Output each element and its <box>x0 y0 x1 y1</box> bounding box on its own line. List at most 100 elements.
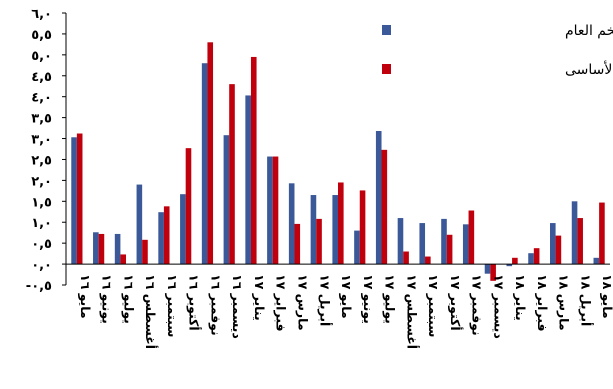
x-tick-label-23: مارس ١٨ <box>557 274 572 331</box>
y-tick-label-14: ٦,٠ <box>31 7 52 22</box>
bar-s2-16 <box>403 251 409 265</box>
bar-s2-18 <box>446 234 453 265</box>
legend: معدل التضخم العام معدل التضخم الأساسى <box>382 23 613 78</box>
bars-group <box>71 42 605 281</box>
bar-s2-5 <box>163 206 170 265</box>
x-tick-label-14: يونيو ١٧ <box>361 274 376 324</box>
bar-s2-22 <box>533 248 540 265</box>
bar-s1-13 <box>332 195 338 265</box>
bar-s1-14 <box>354 230 360 265</box>
bar-s2-7 <box>207 42 214 265</box>
bar-s1-23 <box>550 223 556 265</box>
x-tick-label-7: نوفمبر ١٦ <box>208 274 223 336</box>
x-tick-label-6: أكتوبر ١٦ <box>187 274 203 331</box>
bar-s1-21 <box>506 264 513 267</box>
legend-label-1: معدل التضخم العام <box>565 23 613 39</box>
legend-label-2: معدل التضخم الأساسى <box>565 60 613 78</box>
x-tick-label-13: مايو ١٧ <box>339 274 354 319</box>
y-tick-label-9: ٣,٥ <box>31 112 52 127</box>
bar-s2-21 <box>512 257 518 265</box>
x-tick-label-10: فبراير ١٧ <box>274 274 289 331</box>
x-tick-label-1: مايو ١٦ <box>78 274 93 319</box>
bar-s1-3 <box>114 233 121 265</box>
y-tick-label-6: ٢,٠ <box>31 174 52 189</box>
x-tick-label-20: ديسمبر ١٧ <box>491 274 506 339</box>
bar-s2-20 <box>490 264 496 281</box>
bar-s2-25 <box>599 202 605 265</box>
bar-s2-6 <box>185 148 192 265</box>
legend-swatch-1 <box>382 25 391 35</box>
bar-s2-23 <box>555 235 562 265</box>
bar-s1-24 <box>571 201 578 265</box>
y-tick-labels: -٠,٥ ٠,٠ ٠,٥ ١,٠ ١,٥ ٢,٠ ٢,٥ ٣,٠ ٣,٥ ٤,٠ ٤,٥ ٥,٠ ٥,٥… <box>26 7 52 294</box>
bar-s1-4 <box>136 184 143 265</box>
y-tick-label-5: ١,٥ <box>31 195 52 210</box>
x-tick-label-15: يوليو ١٧ <box>383 274 398 324</box>
bar-s2-1 <box>76 133 83 265</box>
x-tick-label-5: سبتمبر ١٦ <box>165 274 180 337</box>
bar-s2-3 <box>120 254 126 265</box>
x-tick-label-18: أكتوبر ١٧ <box>448 274 464 331</box>
x-tick-label-11: مارس ١٧ <box>295 274 310 331</box>
bar-s1-6 <box>180 194 186 265</box>
axes-group <box>62 12 610 286</box>
bar-s2-9 <box>250 56 257 265</box>
x-tick-label-24: أبريل ١٨ <box>578 274 594 326</box>
x-tick-label-19: نوفمبر ١٧ <box>470 274 485 336</box>
x-tick-label-21: يناير ١٨ <box>513 274 528 321</box>
bar-s1-22 <box>528 253 534 265</box>
y-tick-label-8: ٣,٠ <box>31 133 52 148</box>
bar-s1-15 <box>375 131 382 265</box>
x-tick-label-8: ديسمبر ١٦ <box>230 274 245 339</box>
bar-s1-11 <box>288 183 295 265</box>
bar-s1-9 <box>245 95 251 265</box>
bar-s2-10 <box>272 156 279 265</box>
bar-s2-15 <box>381 149 388 265</box>
y-tick-label-11: ٤,٥ <box>31 70 52 85</box>
legend-swatch-2 <box>382 64 391 74</box>
y-tick-label-2: ٠,٠ <box>31 258 52 273</box>
bar-s2-4 <box>142 239 148 265</box>
bar-s2-2 <box>98 233 105 265</box>
bar-s1-20 <box>484 264 491 274</box>
bar-s1-18 <box>441 218 447 265</box>
x-tick-label-3: يوليو ١٦ <box>121 274 136 324</box>
y-tick-label-10: ٤,٠ <box>31 91 52 106</box>
bar-s1-12 <box>310 195 317 265</box>
bar-s1-16 <box>397 218 404 265</box>
x-tick-label-4: أغسطس ١٦ <box>143 274 159 349</box>
bar-s2-11 <box>294 223 301 265</box>
y-tick-label-13: ٥,٥ <box>31 28 52 43</box>
bar-s2-8 <box>229 84 235 265</box>
bar-s1-5 <box>158 212 164 265</box>
bar-s1-10 <box>267 156 273 265</box>
bar-s1-17 <box>419 223 426 265</box>
y-tick-label-12: ٥,٠ <box>31 49 52 64</box>
x-tick-label-12: أبريل ١٧ <box>317 274 333 326</box>
bar-s1-2 <box>93 232 99 265</box>
x-tick-label-2: يونيو ١٦ <box>100 274 115 324</box>
x-tick-label-22: فبراير ١٨ <box>535 274 550 331</box>
bar-s1-8 <box>223 135 230 265</box>
bar-s2-19 <box>468 210 475 265</box>
y-tick-label-4: ١,٠ <box>31 216 52 231</box>
bar-s2-12 <box>316 218 322 265</box>
x-tick-label-17: سبتمبر ١٧ <box>426 274 441 337</box>
y-tick-label-1: -٠,٥ <box>26 279 52 294</box>
bar-s2-14 <box>359 190 366 265</box>
x-tick-label-9: يناير ١٧ <box>252 274 267 321</box>
bar-s2-13 <box>338 182 344 265</box>
x-tick-label-16: أغسطس ١٧ <box>404 274 420 349</box>
x-tick-label-25: مايو ١٨ <box>600 274 613 319</box>
bar-s2-24 <box>577 218 583 265</box>
bar-s1-19 <box>462 224 469 265</box>
bar-s1-25 <box>593 257 600 265</box>
bar-s1-1 <box>71 137 77 265</box>
y-tick-label-7: ٢,٥ <box>31 153 52 168</box>
y-tick-label-3: ٠,٥ <box>31 237 52 252</box>
bar-s2-17 <box>425 256 431 265</box>
x-tick-labels: مايو ١٦ يونيو ١٦ يوليو ١٦ أغسطس ١٦ سبتمبر ١٦… <box>78 274 613 349</box>
bar-s1-7 <box>201 63 208 265</box>
